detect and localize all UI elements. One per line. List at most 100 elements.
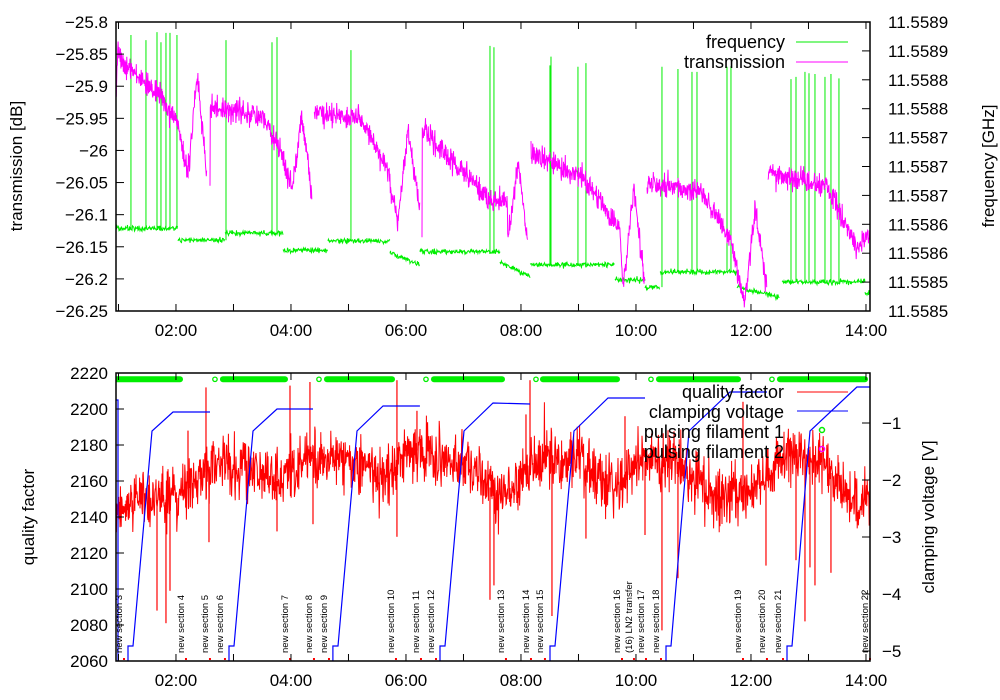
legend: quality factor clamping voltage pulsing … <box>644 382 848 462</box>
clamping-voltage-line-segment <box>549 397 645 661</box>
quality-voltage-panel: new section 3 new section 4 new section 5 n… <box>19 364 938 690</box>
frequency-line-segment <box>419 247 501 256</box>
x-tick-label: 02:00 <box>155 671 198 690</box>
x-tick-label: 12:00 <box>730 671 773 690</box>
legend-label-quality-factor: quality factor <box>682 382 784 402</box>
pulsing-filament-1-point <box>423 376 429 383</box>
section-annotation: (16) LN2 transfer <box>624 581 635 653</box>
section-annotation: new section 13 <box>496 590 507 653</box>
section-annotation: new section 6 <box>215 595 226 653</box>
pulsing-filament-1-point <box>769 376 775 383</box>
y-tick-label: −26.15 <box>56 238 108 257</box>
x-tick-label: 10:00 <box>615 321 658 340</box>
y-tick-label: −26 <box>79 141 108 160</box>
x-tick-label: 14:00 <box>845 321 888 340</box>
y2-tick-label: 11.5586 <box>888 215 948 234</box>
y-tick-label: −26.05 <box>56 174 108 193</box>
transmission-line-segment <box>116 41 208 179</box>
y-tick-label: 2160 <box>70 472 108 491</box>
frequency-line-segment <box>389 250 420 267</box>
section-annotation: new section 12 <box>426 590 437 653</box>
x-tick-label: 02:00 <box>155 321 198 340</box>
transmission-line-segment <box>646 169 768 308</box>
y-axis-label: transmission [dB] <box>7 101 26 231</box>
y2-tick-label: −2 <box>882 471 901 490</box>
x-tick-label: 14:00 <box>845 671 888 690</box>
frequency-line-segment <box>864 289 870 297</box>
frequency-line-segment <box>614 276 646 284</box>
y2-tick-label: 11.5588 <box>888 71 948 90</box>
x-tick-label: 08:00 <box>500 671 543 690</box>
y2-tick-label: 11.5586 <box>888 244 948 263</box>
transmission-line-segment <box>767 164 870 260</box>
frequency-line-segment <box>327 236 391 246</box>
y2-tick-label: 11.5585 <box>888 302 948 321</box>
y-tick-label: 2080 <box>70 616 108 635</box>
y-tick-label: 2140 <box>70 508 108 527</box>
y2-tick-label: 11.5587 <box>888 129 948 148</box>
y-tick-label: −25.9 <box>65 77 108 96</box>
x-tick-label: 06:00 <box>385 321 428 340</box>
frequency-line-segment <box>736 283 780 302</box>
y-tick-label: 2060 <box>70 652 108 671</box>
transmission-line-segment <box>313 102 421 232</box>
section-annotation: new section 17 <box>636 590 647 653</box>
y2-tick-label: 11.5587 <box>888 158 948 177</box>
y2-tick-label: −4 <box>882 585 901 604</box>
clamping-voltage-line-segment <box>332 405 420 661</box>
y-tick-label: 2100 <box>70 580 108 599</box>
legend: frequency transmission <box>684 32 848 72</box>
transmission-line-segment <box>209 93 313 200</box>
clamping-voltage-line-segment <box>786 386 870 661</box>
frequency-line-segment <box>499 259 531 279</box>
y-tick-label: −25.8 <box>65 13 108 32</box>
x-tick-label: 08:00 <box>500 321 543 340</box>
frequency-line-segment <box>282 246 328 255</box>
section-annotation: new section 7 <box>280 595 291 653</box>
section-annotation: new section 8 <box>304 595 315 653</box>
clamping-voltage-line-segment <box>439 402 531 661</box>
section-annotation: new section 9 <box>319 595 330 653</box>
y-tick-label: −26.2 <box>65 270 108 289</box>
section-annotation: new section 11 <box>411 590 422 653</box>
y-tick-label: 2120 <box>70 544 108 563</box>
y-tick-label: 2180 <box>70 436 108 455</box>
frequency-line-segment <box>644 284 660 292</box>
y-tick-label: −25.95 <box>56 109 108 128</box>
y2-axis-label: frequency [GHz] <box>979 105 998 228</box>
y2-tick-label: 11.5585 <box>888 273 948 292</box>
clamping-voltage-line-segment <box>228 408 313 661</box>
legend-label-pulsing-filament-2: pulsing filament 2 <box>644 442 784 462</box>
legend-label-frequency: frequency <box>706 32 785 52</box>
y2-tick-label: 11.5588 <box>888 100 948 119</box>
pulsing-filament-1-point <box>316 376 322 383</box>
frequency-line-segment <box>116 224 178 233</box>
section-annotation: new section 5 <box>200 595 211 653</box>
section-annotation: new section 19 <box>733 590 744 653</box>
section-annotation: new section 10 <box>386 590 397 653</box>
frequency-line-segment <box>529 260 615 270</box>
legend-label-transmission: transmission <box>684 52 785 72</box>
x-tick-label: 12:00 <box>730 321 773 340</box>
legend-swatch-pulsing-filament-1 <box>818 426 826 434</box>
section-annotation: new section 16 <box>612 590 623 653</box>
section-annotation: new section 20 <box>757 590 768 653</box>
x-tick-label: 06:00 <box>385 671 428 690</box>
y-tick-label: 2220 <box>70 364 108 383</box>
legend-swatch-pulsing-filament-2 <box>818 445 826 453</box>
y-axis-label: quality factor <box>19 468 38 565</box>
section-annotation: new section 22 <box>860 590 871 653</box>
y-tick-label: −26.1 <box>65 206 108 225</box>
frequency-line-segment <box>781 277 866 287</box>
section-annotation: new section 3 <box>114 595 125 653</box>
y2-tick-label: 11.5589 <box>888 42 948 61</box>
y2-tick-label: −1 <box>882 414 901 433</box>
y2-tick-label: 11.5587 <box>888 186 948 205</box>
transmission-frequency-panel: −25.8 −25.85 −25.9 −25.95 −26 −26.05 −26.1 −26.… <box>7 13 998 340</box>
pulsing-filament-1-point <box>648 376 654 383</box>
y-tick-label: −25.85 <box>56 45 108 64</box>
transmission-line-segment <box>530 141 646 287</box>
section-annotation: new section 14 <box>521 590 532 653</box>
clamping-voltage-line-segment <box>665 391 767 661</box>
